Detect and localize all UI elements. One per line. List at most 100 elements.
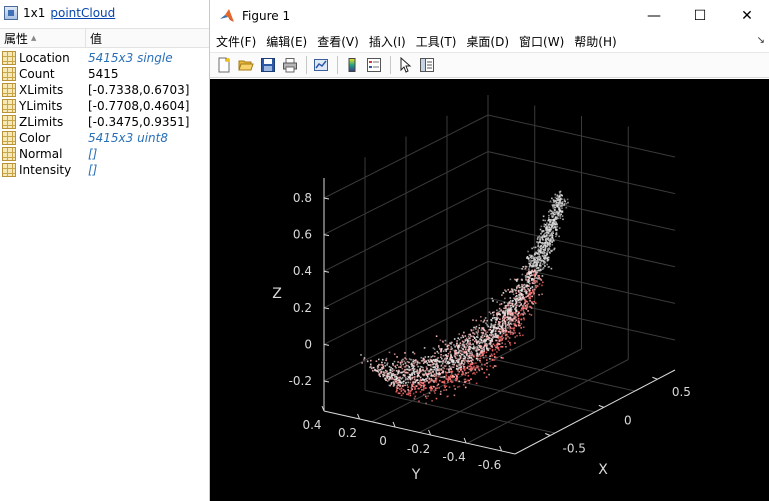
cloud-point — [534, 280, 537, 282]
cloud-point — [488, 337, 491, 340]
cloud-point — [529, 277, 531, 279]
cloud-point — [511, 302, 514, 305]
cloud-point — [403, 366, 406, 368]
cloud-point — [390, 382, 393, 384]
class-link[interactable]: pointCloud — [50, 6, 116, 20]
cloud-point — [416, 369, 419, 371]
property-row-intensity[interactable]: Intensity[] — [0, 162, 210, 178]
cloud-point — [498, 321, 500, 323]
cloud-point — [382, 373, 384, 376]
cloud-point — [370, 365, 372, 367]
cloud-point — [515, 295, 517, 298]
cloud-point — [380, 372, 382, 374]
cloud-point — [491, 349, 494, 352]
cloud-point — [386, 370, 388, 372]
cloud-point — [400, 394, 403, 397]
menu-item-7[interactable]: 帮助(H) — [574, 35, 617, 49]
minimize-button[interactable]: — — [631, 0, 677, 31]
property-value[interactable]: [] — [88, 163, 98, 177]
link-plot-button[interactable] — [311, 55, 331, 75]
cloud-point — [509, 299, 512, 302]
cloud-point — [420, 379, 423, 381]
property-row-xlimits[interactable]: XLimits [-0.7338,0.6703] — [0, 82, 210, 98]
menu-item-0[interactable]: 文件(F) — [216, 35, 257, 49]
cloud-point — [536, 280, 538, 282]
maximize-button[interactable]: ☐ — [677, 0, 723, 31]
cloud-point — [548, 231, 550, 233]
menu-item-5[interactable]: 桌面(D) — [466, 35, 510, 49]
y-tick-mark — [321, 405, 325, 412]
cloud-point — [478, 344, 481, 347]
property-inspector-button[interactable] — [417, 55, 437, 75]
cloud-point — [444, 361, 446, 363]
property-grid-icon — [2, 51, 16, 65]
cloud-point — [425, 387, 427, 389]
property-value[interactable]: 5415x3 uint8 — [88, 131, 168, 145]
cloud-point — [526, 256, 529, 258]
cloud-point — [524, 265, 527, 268]
legend-button[interactable] — [364, 55, 384, 75]
property-value[interactable]: 5415x3 single — [88, 51, 173, 65]
cloud-point — [526, 272, 529, 274]
cloud-point — [473, 345, 475, 348]
property-row-normal[interactable]: Normal[] — [0, 146, 210, 162]
cloud-point — [496, 339, 498, 342]
cloud-point — [552, 221, 555, 224]
cloud-point — [470, 378, 472, 381]
cloud-point — [458, 358, 460, 361]
menu-item-3[interactable]: 插入(I) — [368, 35, 406, 49]
cloud-point — [451, 366, 453, 368]
cloud-point — [541, 284, 543, 287]
cloud-point — [480, 345, 483, 348]
cloud-point — [468, 348, 470, 351]
cloud-point — [554, 223, 557, 225]
save-button[interactable] — [258, 55, 278, 75]
axes-3d[interactable]: -0.2 0 0.2 0.4 0.6 0.8 0.4 0.2 0 -0.2 -0.4 -0.6 -0.5… — [210, 79, 769, 501]
window-titlebar[interactable]: Figure 1 — ☐ ✕ — [210, 0, 769, 31]
cloud-point — [531, 301, 533, 303]
property-list: Location 5415x3 single Count 5415 XLimits [-0… — [0, 50, 210, 178]
cloud-point — [499, 332, 502, 334]
cloud-point — [496, 336, 498, 339]
cloud-point — [478, 358, 480, 360]
cloud-point — [495, 356, 498, 359]
cloud-point — [422, 379, 424, 381]
property-row-ylimits[interactable]: YLimits [-0.7708,0.4604] — [0, 98, 210, 114]
cloud-point — [372, 370, 374, 372]
print-button[interactable] — [280, 55, 300, 75]
pointer-button[interactable] — [395, 55, 415, 75]
menu-item-1[interactable]: 编辑(E) — [266, 35, 308, 49]
cloud-point — [531, 254, 533, 257]
cloud-point — [485, 339, 487, 342]
menu-overflow-icon[interactable]: ↘ — [756, 35, 765, 46]
cloud-point — [462, 365, 465, 368]
colorbar-button[interactable] — [342, 55, 362, 75]
cloud-point — [386, 380, 389, 382]
cloud-point — [494, 334, 497, 337]
open-file-button[interactable] — [236, 55, 256, 75]
menu-item-4[interactable]: 工具(T) — [415, 35, 457, 49]
cloud-point — [494, 356, 496, 359]
property-row-color[interactable]: Color 5415x3 uint8 — [0, 130, 210, 146]
cloud-point — [384, 365, 387, 367]
menu-item-2[interactable]: 查看(V) — [317, 35, 359, 49]
property-value[interactable]: [] — [88, 147, 98, 161]
property-row-location[interactable]: Location 5415x3 single — [0, 50, 210, 66]
cloud-point — [504, 314, 506, 316]
close-button[interactable]: ✕ — [724, 0, 769, 31]
cloud-point — [500, 336, 502, 338]
cloud-point — [491, 317, 494, 320]
menu-item-6[interactable]: 窗口(W) — [519, 35, 565, 49]
new-figure-button[interactable] — [214, 55, 234, 75]
value-column-header[interactable]: 值 — [86, 29, 102, 47]
cloud-point — [521, 283, 523, 286]
cloud-point — [435, 335, 438, 337]
property-column-header[interactable]: 属性 ▲ — [0, 29, 86, 47]
cloud-point — [467, 343, 470, 345]
cloud-point — [467, 375, 470, 377]
property-row-count[interactable]: Count 5415 — [0, 66, 210, 82]
property-row-zlimits[interactable]: ZLimits [-0.3475,0.9351] — [0, 114, 210, 130]
cloud-point — [473, 365, 475, 368]
cloud-point — [468, 368, 470, 370]
cloud-point — [427, 359, 429, 362]
